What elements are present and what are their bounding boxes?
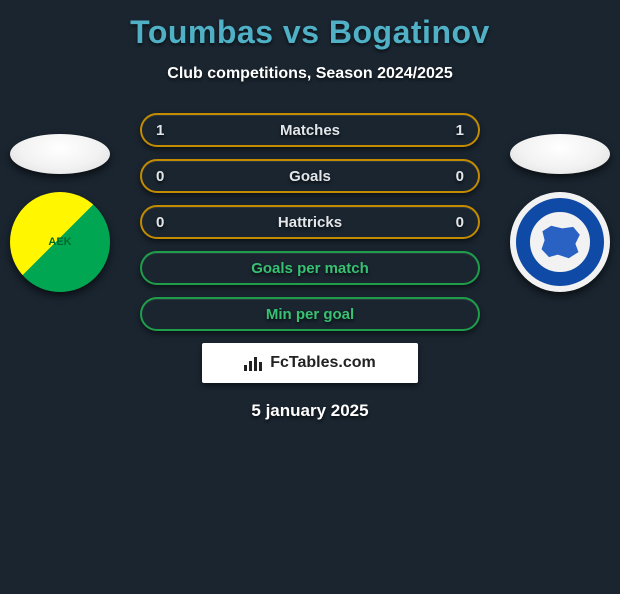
- player-left: AEK: [10, 134, 110, 292]
- stat-value-left: 0: [156, 168, 164, 185]
- stats-panel: 1 Matches 1 0 Goals 0 0 Hattricks 0 Goals per mat…: [140, 113, 480, 331]
- stat-value-left: 0: [156, 214, 164, 231]
- stat-value-left: 1: [156, 122, 164, 139]
- stat-label: Hattricks: [278, 214, 342, 231]
- stat-row: Goals per match: [140, 251, 480, 285]
- stat-label: Matches: [280, 122, 340, 139]
- chart-icon: [244, 355, 264, 371]
- crest-left: AEK: [10, 192, 110, 292]
- stat-row: Min per goal: [140, 297, 480, 331]
- stat-row: 1 Matches 1: [140, 113, 480, 147]
- stat-row: 0 Hattricks 0: [140, 205, 480, 239]
- stat-label: Goals per match: [251, 260, 369, 277]
- crest-left-label: AEK: [48, 237, 71, 248]
- stat-label: Goals: [289, 168, 331, 185]
- brand-box: FcTables.com: [202, 343, 418, 383]
- subtitle: Club competitions, Season 2024/2025: [0, 65, 620, 83]
- date-label: 5 january 2025: [0, 401, 620, 421]
- avatar-right: [510, 134, 610, 174]
- stat-label: Min per goal: [266, 306, 354, 323]
- stat-value-right: 1: [456, 122, 464, 139]
- page-title: Toumbas vs Bogatinov: [0, 14, 620, 51]
- crest-right: [510, 192, 610, 292]
- brand-label: FcTables.com: [270, 354, 376, 372]
- stat-value-right: 0: [456, 168, 464, 185]
- avatar-left: [10, 134, 110, 174]
- stat-row: 0 Goals 0: [140, 159, 480, 193]
- stat-value-right: 0: [456, 214, 464, 231]
- player-right: [510, 134, 610, 292]
